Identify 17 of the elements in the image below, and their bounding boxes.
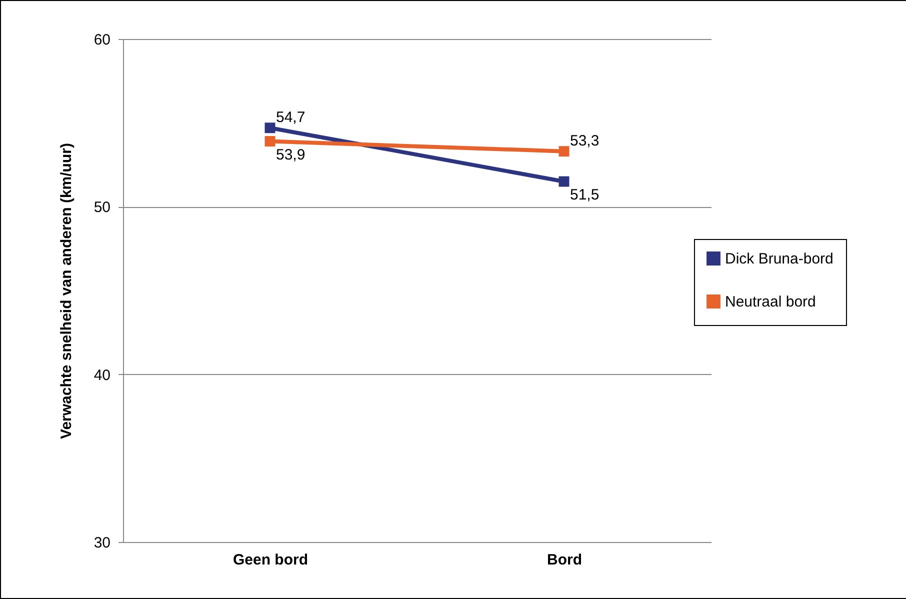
data-label: 54,7 bbox=[276, 108, 306, 126]
y-tick-label: 60 bbox=[94, 32, 110, 48]
data-label: 53,9 bbox=[276, 146, 306, 164]
x-tick-label: Geen bord bbox=[232, 552, 308, 568]
legend-label: Dick Bruna-bord bbox=[725, 250, 834, 268]
y-axis-title: Verwachte snelheid van anderen (km/uur) bbox=[58, 143, 75, 439]
y-tick-label: 40 bbox=[94, 366, 110, 384]
point bbox=[264, 122, 276, 134]
point bbox=[558, 176, 570, 187]
y-tick-label: 30 bbox=[94, 534, 110, 552]
data-label: 53,3 bbox=[570, 132, 600, 150]
legend-label: Neutraal bord bbox=[725, 294, 816, 310]
point bbox=[558, 146, 570, 157]
data-label: 51,5 bbox=[570, 186, 600, 204]
point bbox=[264, 136, 276, 147]
y-tick-label: 50 bbox=[94, 199, 110, 216]
x-tick-label: Bord bbox=[547, 552, 582, 568]
